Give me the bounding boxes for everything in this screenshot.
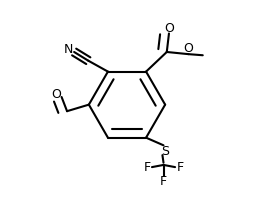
Text: O: O xyxy=(164,22,174,34)
Text: O: O xyxy=(51,88,61,101)
Text: F: F xyxy=(144,161,151,174)
Text: F: F xyxy=(160,175,167,188)
Text: O: O xyxy=(184,42,194,55)
Text: F: F xyxy=(176,161,183,174)
Text: S: S xyxy=(161,145,169,158)
Text: N: N xyxy=(64,43,73,56)
